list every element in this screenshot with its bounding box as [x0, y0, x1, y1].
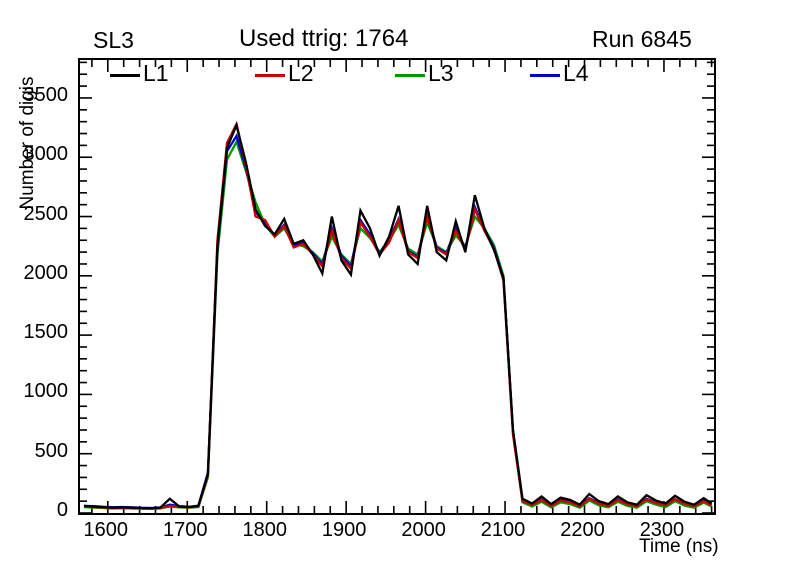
y-tick-label: 3000	[23, 143, 69, 166]
series-line-l2	[83, 120, 713, 510]
legend-swatch-l1	[110, 74, 140, 77]
legend-swatch-l2	[255, 74, 285, 77]
legend-label-l2: L2	[288, 60, 314, 86]
legend-swatch-l4	[530, 74, 560, 77]
y-tick-label: 1000	[23, 380, 69, 403]
x-tick-label: 1600	[83, 519, 129, 541]
y-tick-label: 0	[56, 499, 68, 521]
superlayer-label: SL3	[93, 27, 134, 53]
series-line-l3	[83, 138, 713, 510]
x-tick-label: 2100	[480, 519, 526, 541]
series-line-l1	[83, 121, 713, 510]
series-line-l4	[83, 133, 713, 510]
y-tick-label: 2000	[23, 261, 69, 284]
x-tick-label: 1800	[242, 519, 287, 541]
x-tick-label: 1900	[321, 519, 367, 541]
legend: L1 L2 L3 L4	[110, 60, 589, 88]
x-tick-label: 2200	[560, 519, 605, 541]
y-tick-label: 500	[34, 439, 68, 462]
page-title: Used ttrig: 1764	[239, 25, 409, 52]
y-tick-label: 3500	[23, 83, 69, 106]
x-tick-label: 2000	[401, 519, 446, 541]
x-axis-label: Time (ns)	[639, 536, 719, 557]
legend-swatch-l3	[395, 74, 425, 77]
y-tick-label: 2500	[23, 202, 69, 225]
x-tick-label: 1700	[163, 519, 208, 541]
x-tick-label: 2300	[639, 519, 685, 541]
run-label: Run 6845	[592, 26, 692, 52]
y-tick-label: 1500	[23, 321, 69, 344]
chart-plot-area	[80, 60, 714, 513]
plot-frame	[78, 58, 716, 515]
